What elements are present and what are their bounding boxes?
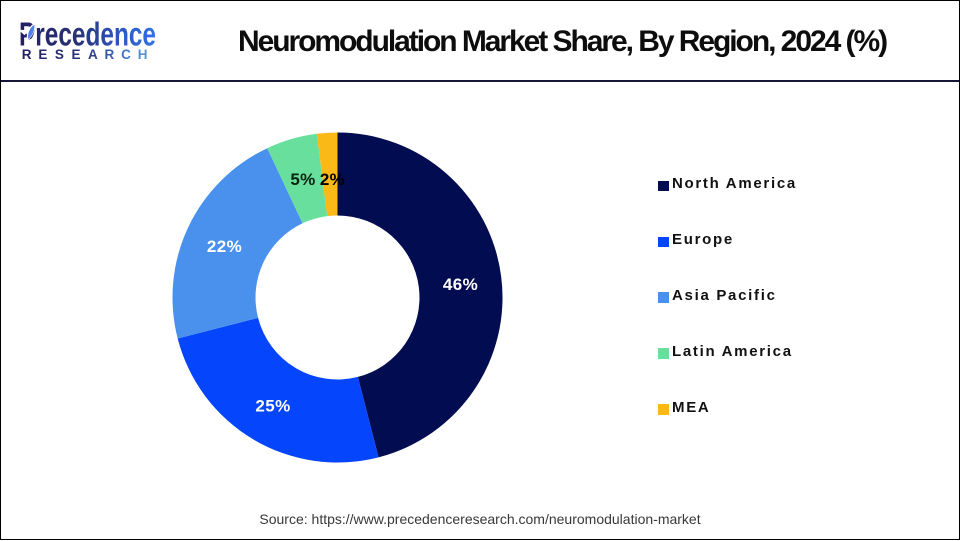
svg-text:A: A — [88, 47, 98, 62]
svg-text:S: S — [55, 47, 64, 62]
svg-text:R: R — [105, 47, 115, 62]
svg-text:2%: 2% — [320, 170, 345, 189]
svg-text:H: H — [138, 47, 148, 62]
svg-text:R: R — [22, 47, 32, 62]
svg-text:C: C — [121, 47, 131, 62]
svg-text:46%: 46% — [443, 275, 478, 294]
svg-text:E: E — [38, 47, 47, 62]
svg-text:E: E — [72, 47, 81, 62]
svg-text:22%: 22% — [207, 237, 242, 256]
svg-text:5%: 5% — [290, 170, 315, 189]
svg-text:Precedence: Precedence — [19, 16, 156, 53]
svg-text:25%: 25% — [255, 397, 290, 416]
